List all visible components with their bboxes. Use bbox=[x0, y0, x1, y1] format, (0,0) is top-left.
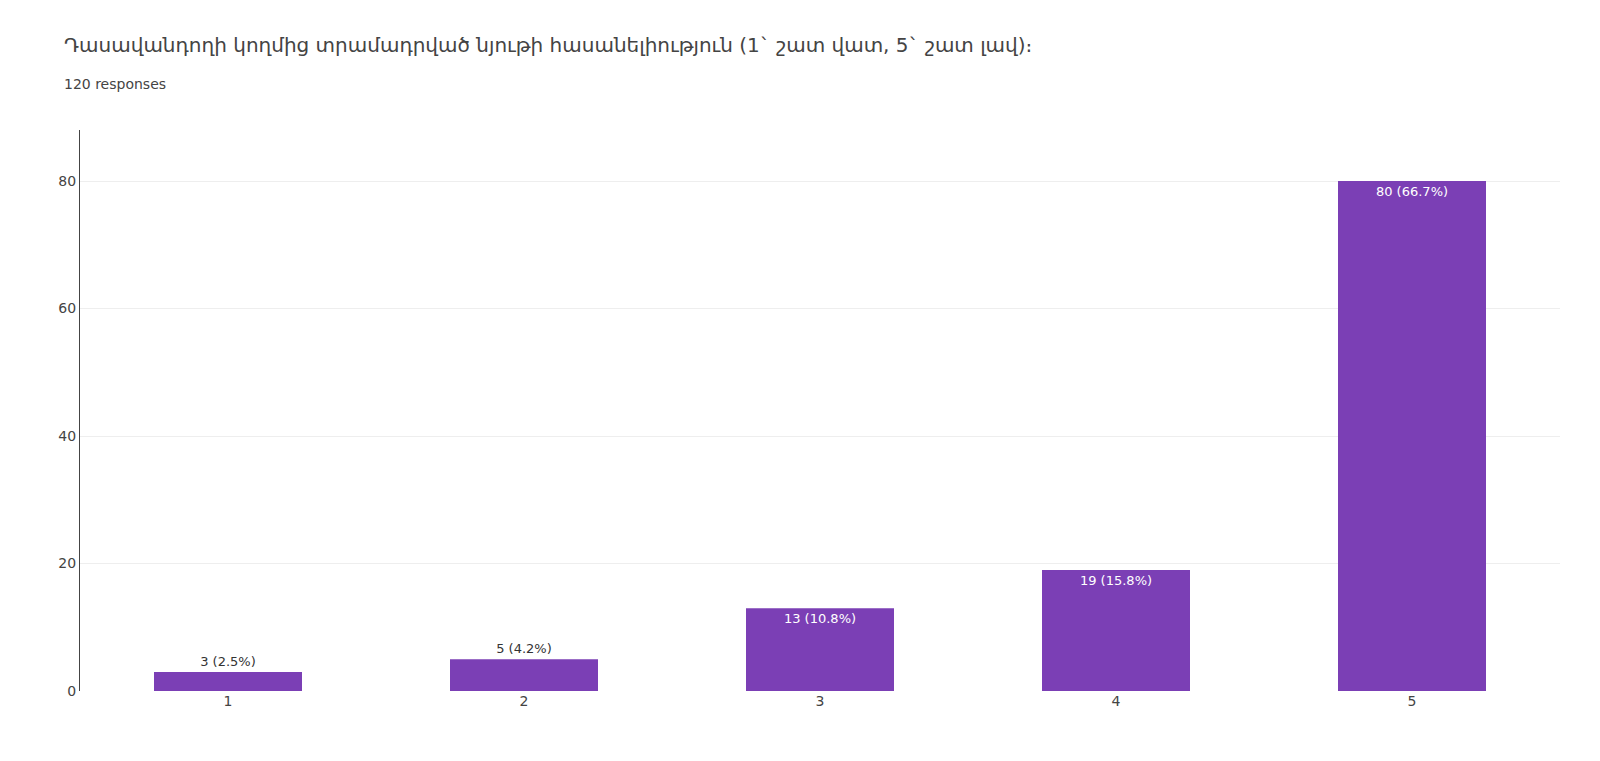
svg-text:3 (2.5%): 3 (2.5%) bbox=[200, 654, 256, 669]
svg-text:20: 20 bbox=[58, 555, 76, 571]
svg-text:19 (15.8%): 19 (15.8%) bbox=[1080, 573, 1152, 588]
svg-text:40: 40 bbox=[58, 428, 76, 444]
svg-text:4: 4 bbox=[1112, 693, 1121, 709]
svg-text:3: 3 bbox=[816, 693, 825, 709]
svg-text:80: 80 bbox=[58, 173, 76, 189]
svg-text:13 (10.8%): 13 (10.8%) bbox=[784, 611, 856, 626]
svg-text:120 responses: 120 responses bbox=[64, 76, 166, 92]
svg-text:2: 2 bbox=[520, 693, 529, 709]
svg-text:60: 60 bbox=[58, 300, 76, 316]
svg-text:0: 0 bbox=[67, 683, 76, 699]
svg-text:Դասավանդողի կողմից տրամադրված: Դասավանդողի կողմից տրամադրված նյութի հաս… bbox=[64, 33, 1032, 57]
svg-text:80 (66.7%): 80 (66.7%) bbox=[1376, 184, 1448, 199]
svg-text:1: 1 bbox=[224, 693, 233, 709]
svg-text:5 (4.2%): 5 (4.2%) bbox=[496, 641, 552, 656]
svg-text:5: 5 bbox=[1408, 693, 1417, 709]
